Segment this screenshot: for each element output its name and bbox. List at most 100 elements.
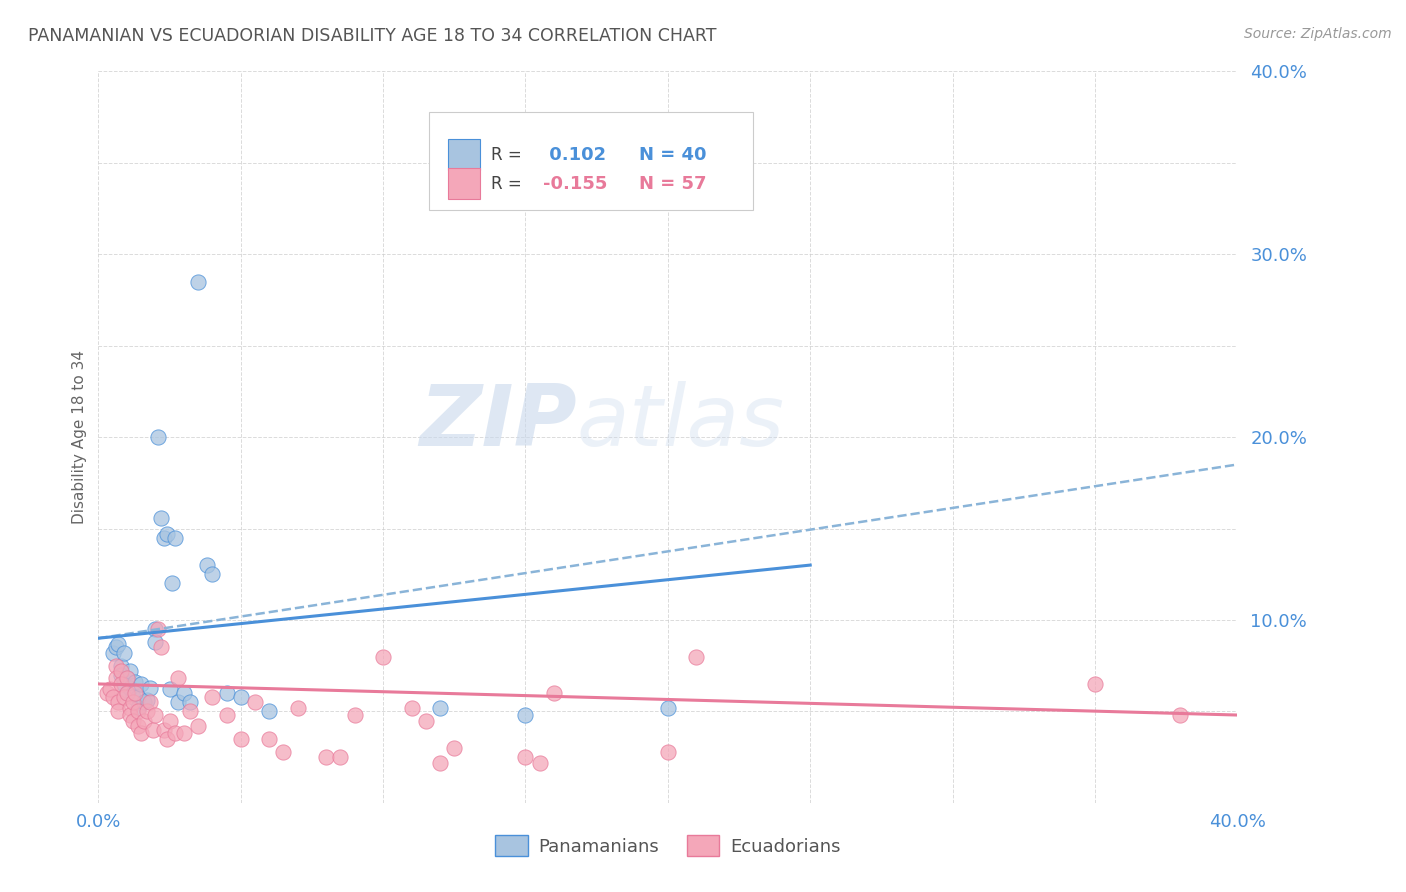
Text: Source: ZipAtlas.com: Source: ZipAtlas.com <box>1244 27 1392 41</box>
Point <box>127 719 149 733</box>
Point <box>121 714 143 728</box>
Text: 0.102: 0.102 <box>543 145 606 163</box>
Point <box>167 695 190 709</box>
Point <box>443 740 465 755</box>
Point <box>153 531 176 545</box>
Point <box>173 726 195 740</box>
Point <box>657 700 679 714</box>
Point <box>243 695 266 709</box>
Point <box>150 510 173 524</box>
Point <box>145 635 167 649</box>
Point <box>529 756 551 770</box>
Point <box>121 690 143 704</box>
Point <box>132 695 155 709</box>
Point <box>1170 708 1192 723</box>
Point <box>138 695 160 709</box>
Point <box>141 723 163 737</box>
Text: atlas: atlas <box>576 381 785 464</box>
Point <box>401 700 423 714</box>
Point <box>107 637 129 651</box>
Text: R =: R = <box>491 175 527 193</box>
Point <box>229 731 252 746</box>
Point <box>127 690 149 704</box>
Point <box>179 705 201 719</box>
Point <box>112 677 135 691</box>
Point <box>135 693 157 707</box>
Y-axis label: Disability Age 18 to 34: Disability Age 18 to 34 <box>72 350 87 524</box>
FancyBboxPatch shape <box>449 139 479 169</box>
Point <box>104 658 127 673</box>
Point <box>167 672 190 686</box>
Point <box>150 640 173 655</box>
Point <box>173 686 195 700</box>
Point <box>127 700 149 714</box>
Point <box>118 708 141 723</box>
Text: R =: R = <box>491 145 527 163</box>
Point <box>165 726 187 740</box>
Point <box>215 708 238 723</box>
Point <box>287 700 309 714</box>
Point <box>96 686 118 700</box>
Text: -0.155: -0.155 <box>543 175 607 193</box>
Point <box>685 649 707 664</box>
Point <box>273 745 295 759</box>
Point <box>118 681 141 695</box>
Point <box>118 664 141 678</box>
Point <box>329 750 352 764</box>
Point <box>159 714 181 728</box>
Point <box>107 695 129 709</box>
Point <box>145 708 167 723</box>
Point <box>153 723 176 737</box>
Point <box>115 672 138 686</box>
Point <box>101 646 124 660</box>
Point <box>515 708 537 723</box>
Point <box>115 672 138 686</box>
Point <box>179 695 201 709</box>
Point <box>159 682 181 697</box>
Point <box>138 681 160 695</box>
Point <box>259 731 281 746</box>
Text: N = 40: N = 40 <box>640 145 707 163</box>
Point <box>110 677 132 691</box>
Point <box>429 700 451 714</box>
Point <box>115 686 138 700</box>
Point <box>129 677 152 691</box>
Point <box>156 731 179 746</box>
Point <box>104 640 127 655</box>
Point <box>145 622 167 636</box>
Text: ZIP: ZIP <box>419 381 576 464</box>
FancyBboxPatch shape <box>449 169 479 199</box>
Point <box>195 558 218 573</box>
Point <box>1084 677 1107 691</box>
Point <box>135 705 157 719</box>
Point <box>124 686 146 700</box>
Point <box>148 430 170 444</box>
Point <box>415 714 437 728</box>
Point <box>124 675 146 690</box>
FancyBboxPatch shape <box>429 112 754 211</box>
Point <box>315 750 337 764</box>
Point <box>515 750 537 764</box>
Point <box>215 686 238 700</box>
Legend: Panamanians, Ecuadorians: Panamanians, Ecuadorians <box>488 828 848 863</box>
Point <box>162 576 184 591</box>
Point <box>101 690 124 704</box>
Point <box>107 705 129 719</box>
Point <box>187 719 209 733</box>
Point <box>165 531 187 545</box>
Point <box>229 690 252 704</box>
Point <box>543 686 565 700</box>
Point <box>121 695 143 709</box>
Point <box>110 658 132 673</box>
Point <box>259 705 281 719</box>
Text: PANAMANIAN VS ECUADORIAN DISABILITY AGE 18 TO 34 CORRELATION CHART: PANAMANIAN VS ECUADORIAN DISABILITY AGE … <box>28 27 717 45</box>
Point <box>110 667 132 681</box>
Point <box>115 686 138 700</box>
Point <box>429 756 451 770</box>
Point <box>118 700 141 714</box>
Point <box>132 714 155 728</box>
Point <box>148 622 170 636</box>
Point <box>201 567 224 582</box>
Point <box>112 646 135 660</box>
Point <box>110 664 132 678</box>
